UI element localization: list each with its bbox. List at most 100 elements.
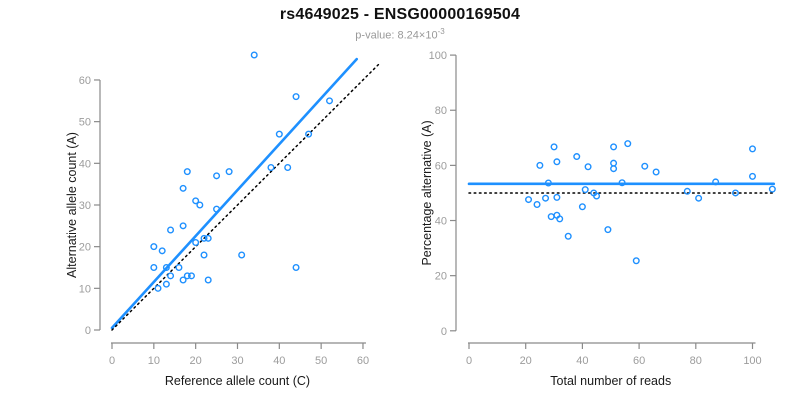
data-point — [610, 143, 618, 151]
data-point — [712, 178, 720, 186]
x-tick-label: 0 — [109, 355, 115, 367]
data-point — [683, 187, 691, 195]
data-point — [162, 280, 170, 288]
y-tick-label: 60 — [79, 75, 91, 87]
data-point — [200, 251, 208, 259]
data-point — [292, 93, 300, 101]
data-point — [731, 189, 739, 197]
x-tick-label: 10 — [148, 355, 160, 367]
data-point — [225, 168, 233, 176]
data-point — [154, 284, 162, 292]
pvalue-base: p-value: 8.24×10 — [355, 29, 438, 42]
data-point — [578, 203, 586, 211]
data-point — [192, 238, 200, 246]
x-tick-label: 30 — [231, 355, 243, 367]
page-title: rs4649025 - ENSG00000169504 — [279, 6, 521, 23]
data-point — [695, 194, 703, 202]
data-point — [213, 205, 221, 213]
data-point — [749, 172, 757, 180]
data-point — [292, 263, 300, 271]
data-point — [553, 158, 561, 166]
y-axis-title: Alternative allele count (A) — [65, 132, 79, 278]
data-point — [564, 232, 572, 240]
y-tick-label: 60 — [435, 160, 447, 172]
data-point — [238, 251, 246, 259]
data-point — [150, 263, 158, 271]
data-point — [525, 196, 533, 204]
data-point — [167, 226, 175, 234]
data-point — [150, 243, 158, 251]
data-point — [547, 213, 555, 221]
y-tick-label: 20 — [79, 242, 91, 254]
data-point — [556, 215, 564, 223]
data-point — [158, 247, 166, 255]
y-tick-label: 50 — [79, 117, 91, 129]
x-tick-label: 0 — [466, 355, 472, 367]
data-point — [652, 168, 660, 176]
y-tick-label: 30 — [79, 200, 91, 212]
data-point — [581, 186, 589, 194]
data-point — [749, 145, 757, 153]
y-tick-label: 40 — [435, 216, 447, 228]
data-point — [284, 163, 292, 171]
data-point — [162, 263, 170, 271]
data-point — [187, 272, 195, 280]
fit-line — [110, 57, 359, 330]
y-tick-label: 10 — [79, 283, 91, 295]
data-point — [326, 97, 334, 105]
data-point — [544, 179, 552, 187]
y-tick-label: 100 — [429, 50, 447, 62]
x-tick-label: 100 — [743, 355, 761, 367]
data-point — [584, 163, 592, 171]
data-point — [179, 184, 187, 192]
x-tick-label: 60 — [357, 355, 369, 367]
x-tick-label: 20 — [520, 355, 532, 367]
data-point — [213, 172, 221, 180]
x-tick-label: 80 — [690, 355, 702, 367]
pvalue-exponent: -3 — [437, 27, 445, 36]
data-point — [179, 276, 187, 284]
data-point — [768, 185, 776, 193]
y-tick-label: 20 — [435, 271, 447, 283]
pvalue-subtitle: p-value: 8.24×10-3 — [0, 27, 800, 42]
data-point — [196, 201, 204, 209]
data-point — [533, 201, 541, 209]
data-point — [275, 130, 283, 138]
data-point — [618, 179, 626, 187]
x-axis-title: Reference allele count (C) — [165, 374, 310, 388]
x-tick-label: 60 — [633, 355, 645, 367]
y-tick-label: 0 — [441, 326, 447, 338]
x-tick-label: 20 — [190, 355, 202, 367]
y-tick-label: 80 — [435, 105, 447, 117]
data-point — [204, 234, 212, 242]
data-point — [183, 272, 191, 280]
x-axis-title: Total number of reads — [550, 374, 671, 388]
charts-canvas: 0 10 20 30 40 50 60 0 10 20 30 40 50 60 Reference alle… — [65, 50, 776, 388]
data-point — [624, 140, 632, 148]
data-point — [204, 276, 212, 284]
y-axis-title: Percentage alternative (A) — [420, 120, 434, 265]
data-point — [550, 143, 558, 151]
data-point — [175, 263, 183, 271]
x-tick-label: 50 — [315, 355, 327, 367]
data-point — [179, 222, 187, 230]
data-point — [593, 192, 601, 200]
x-tick-label: 40 — [576, 355, 588, 367]
data-point — [610, 159, 618, 167]
data-point — [305, 130, 313, 138]
reference-dotted-line — [111, 62, 381, 331]
y-tick-label: 40 — [79, 158, 91, 170]
data-point — [183, 168, 191, 176]
data-point — [267, 163, 275, 171]
data-point — [573, 153, 581, 161]
data-point — [200, 234, 208, 242]
data-point — [536, 161, 544, 169]
data-point — [192, 197, 200, 205]
data-point — [542, 194, 550, 202]
x-tick-label: 40 — [273, 355, 285, 367]
data-point — [604, 226, 612, 234]
data-point — [167, 272, 175, 280]
data-point — [641, 162, 649, 170]
data-point — [553, 193, 561, 201]
